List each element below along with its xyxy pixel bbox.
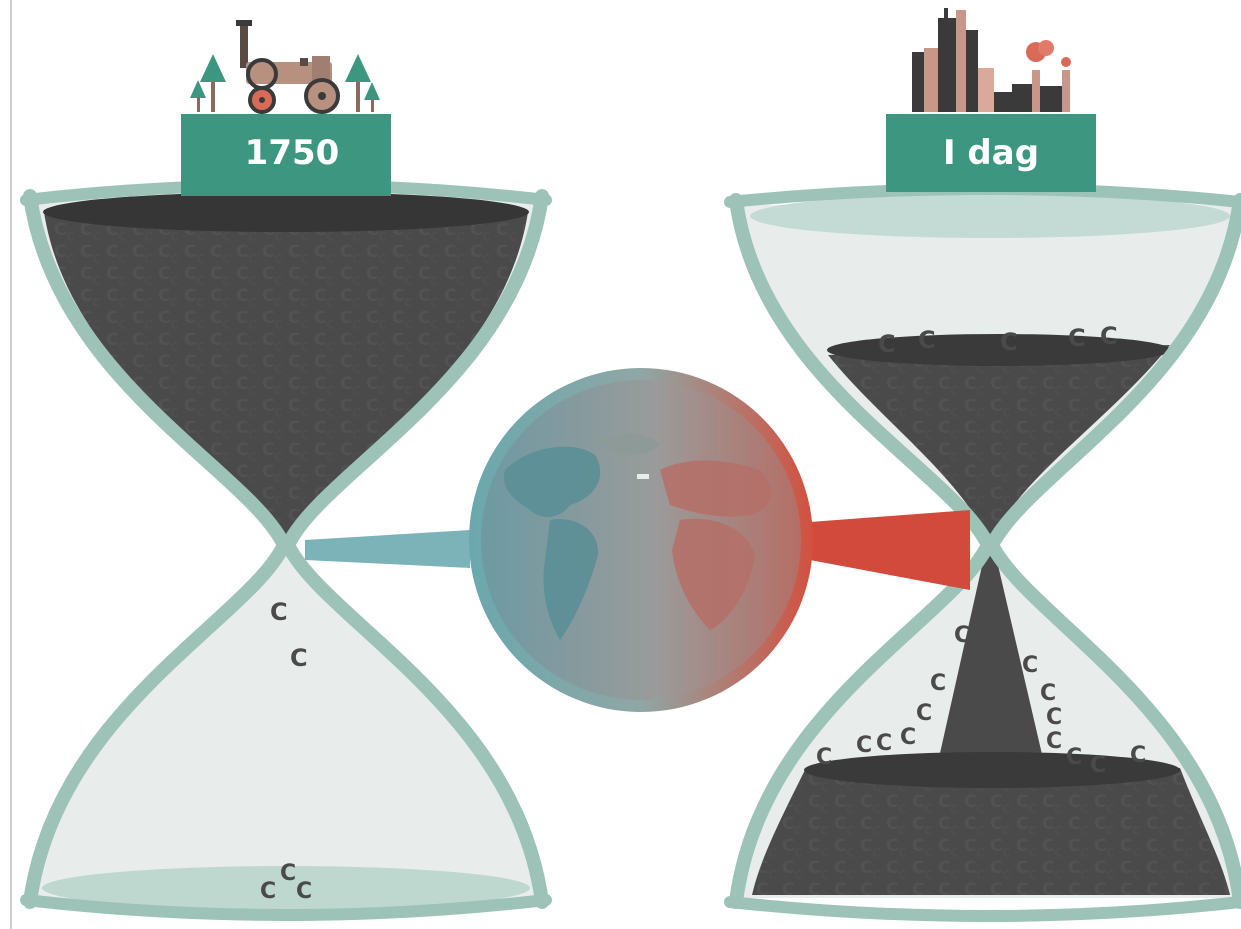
- tree-icon: [190, 80, 206, 112]
- tree-icon: [364, 82, 380, 112]
- carbon-symbol: C: [260, 879, 276, 904]
- carbon-symbol: C: [290, 644, 308, 672]
- hourglass-today-frame: [729, 193, 1241, 909]
- label-1750: 1750: [181, 114, 391, 196]
- hourglass-1750: C C C C C: [20, 179, 552, 921]
- steam-tractor-icon: [190, 20, 380, 114]
- carbon-symbol: C: [280, 861, 296, 886]
- carbon-symbol: C: [918, 326, 936, 354]
- hourglass-1750-frame: [23, 189, 549, 909]
- carbon-symbol: C: [930, 671, 946, 696]
- label-today: I dag: [886, 114, 1096, 192]
- carbon-symbol: C: [954, 623, 970, 648]
- carbon-symbol: C: [900, 725, 916, 750]
- hourglass-today-bottom-surface: [804, 752, 1180, 788]
- connector-cool: [305, 530, 470, 568]
- hourglass-1750-bottom-base: [42, 866, 530, 910]
- label-today-text: I dag: [943, 133, 1039, 173]
- tree-icon: [345, 54, 371, 112]
- carbon-symbol: C: [876, 731, 892, 756]
- carbon-symbol: C: [1068, 324, 1086, 352]
- hourglass-1750-top-surface: [43, 192, 529, 232]
- hourglass-today: C C C C C C C C C C C C C C C C C C C: [724, 183, 1241, 922]
- carbon-symbol: C: [1066, 745, 1082, 770]
- carbon-symbol: C: [1130, 743, 1146, 768]
- carbon-symbol: C: [1100, 322, 1118, 350]
- carbon-symbol: C: [1040, 681, 1056, 706]
- hourglass-1750-top-carbon-texture: [44, 212, 528, 545]
- carbon-symbol: C: [1000, 328, 1018, 356]
- carbon-symbol: C: [856, 733, 872, 758]
- carbon-symbol: C: [1046, 705, 1062, 730]
- hourglass-today-bottom-carbon-texture: [752, 768, 1230, 895]
- carbon-symbol: C: [1022, 653, 1038, 678]
- globe-connector: [305, 510, 970, 590]
- hourglass-today-top-surface-empty: [750, 194, 1230, 238]
- hourglass-today-top-surface: [827, 334, 1171, 366]
- city-factory-icon: [912, 8, 1071, 112]
- carbon-symbol: C: [878, 330, 896, 358]
- label-1750-text: 1750: [245, 133, 340, 173]
- hourglass-today-rim-bottom: [724, 896, 1241, 922]
- carbon-symbol: C: [270, 598, 288, 626]
- carbon-symbol: C: [1046, 729, 1062, 754]
- hourglass-today-stream: [934, 548, 1048, 780]
- left-margin-rule: [10, 0, 12, 929]
- hourglass-today-top-carbon-texture: [828, 345, 1170, 545]
- carbon-symbol: C: [916, 701, 932, 726]
- carbon-symbol: C: [296, 879, 312, 904]
- carbon-symbol: C: [1090, 753, 1106, 778]
- globe-icon: [469, 368, 813, 712]
- hourglass-1750-rim-bottom: [20, 894, 552, 921]
- connector-hot: [810, 510, 970, 590]
- carbon-symbol: C: [816, 745, 832, 770]
- tree-icon: [200, 54, 226, 112]
